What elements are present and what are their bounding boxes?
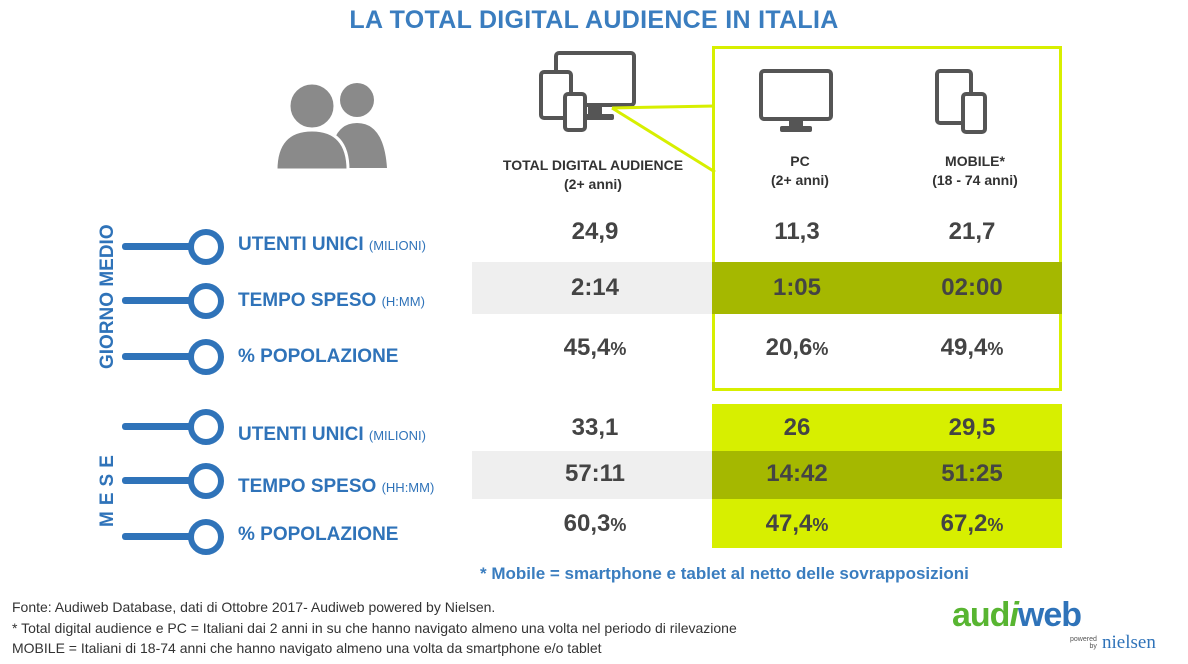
- column-header-total-label: TOTAL DIGITAL AUDIENCE: [502, 157, 684, 173]
- row-label-text: % POPOLAZIONE: [238, 524, 399, 545]
- logo-powered-by: powered by: [1070, 636, 1097, 650]
- users-icon: [274, 81, 387, 170]
- page-title: LA TOTAL DIGITAL AUDIENCE IN ITALIA: [349, 6, 839, 34]
- value-cell: 1:05: [772, 274, 822, 301]
- column-header-pc: PC (2+ anni): [715, 152, 885, 190]
- value-cell: 49,4%: [940, 334, 1004, 361]
- bullet-ring: [188, 283, 224, 319]
- value-cell: 20,6%: [765, 334, 829, 361]
- column-header-mobile: MOBILE* (18 - 74 anni): [890, 152, 1060, 190]
- bullet-ring: [188, 463, 224, 499]
- nielsen-wordmark: nielsen: [1102, 632, 1156, 653]
- logo-wordmark: audiweb: [952, 596, 1082, 634]
- source-note: Fonte: Audiweb Database, dati di Ottobre…: [12, 599, 496, 615]
- row-label: UTENTI UNICI (MILIONI): [238, 234, 426, 256]
- audiweb-logo: audiweb powered by nielsen: [952, 596, 1182, 660]
- value-cell: 57:11: [564, 460, 626, 487]
- value-cell: 21,7: [948, 218, 996, 245]
- value-cell: 11,3: [774, 218, 820, 245]
- value-cell: 33,1: [571, 414, 619, 441]
- bullet-ring: [188, 409, 224, 445]
- row-label: UTENTI UNICI (MILIONI): [238, 424, 426, 446]
- row-label-text: TEMPO SPESO: [238, 476, 377, 497]
- bullet-ring: [188, 229, 224, 265]
- devices-icon: [539, 51, 636, 132]
- bullet-line: [122, 423, 202, 430]
- row-band-total-tempo-giorno: [472, 262, 712, 314]
- footnote-mobile: MOBILE = Italiani di 18-74 anni che hann…: [12, 640, 602, 656]
- row-label-text: UTENTI UNICI: [238, 234, 364, 255]
- value-cell: 24,9: [571, 218, 619, 245]
- row-label: % POPOLAZIONE: [238, 524, 398, 546]
- section-label-giorno-medio: GIORNO MEDIO: [97, 224, 118, 369]
- value-cell: 45,4%: [563, 334, 627, 361]
- connector-lines: [611, 104, 716, 174]
- row-label-unit: (HH:MM): [381, 480, 435, 495]
- mobile-footnote: * Mobile = smartphone e tablet al netto …: [480, 564, 969, 583]
- value-cell: 67,2%: [940, 510, 1004, 537]
- value-cell: 26: [783, 414, 811, 441]
- bullet-line: [122, 297, 202, 304]
- row-label-text: % POPOLAZIONE: [238, 346, 399, 367]
- bullet-line: [122, 243, 202, 250]
- monitor-icon: [759, 69, 833, 132]
- row-label-unit: (H:MM): [381, 294, 425, 309]
- row-band-pc-mobile-tempo-giorno: [712, 262, 1062, 314]
- row-label-text: TEMPO SPESO: [238, 290, 377, 311]
- bullet-ring: [188, 339, 224, 375]
- column-header-total: TOTAL DIGITAL AUDIENCE (2+ anni): [480, 156, 706, 194]
- section-label-mese: MESE: [97, 449, 118, 527]
- column-header-pc-label: PC: [790, 153, 810, 169]
- value-cell: 47,4%: [765, 510, 829, 537]
- column-header-mobile-sub: (18 - 74 anni): [932, 172, 1018, 188]
- row-label: % POPOLAZIONE: [238, 346, 398, 368]
- row-band-total-tempo-mese: [472, 451, 712, 499]
- row-label-unit: (MILIONI): [368, 238, 426, 253]
- value-cell: 29,5: [948, 414, 996, 441]
- bullet-line: [122, 477, 202, 484]
- column-header-pc-sub: (2+ anni): [771, 172, 829, 188]
- bullet-line: [122, 533, 202, 540]
- mobile-icon: [935, 69, 987, 134]
- value-cell: 60,3%: [563, 510, 627, 537]
- footnote-total-pc: * Total digital audience e PC = Italiani…: [12, 620, 737, 636]
- pc-mobile-highlight-frame: [712, 46, 1062, 391]
- column-header-total-sub: (2+ anni): [564, 176, 622, 192]
- row-label: TEMPO SPESO (H:MM): [238, 290, 425, 312]
- row-label-unit: (MILIONI): [368, 428, 426, 443]
- column-header-mobile-label: MOBILE*: [945, 153, 1005, 169]
- value-cell: 2:14: [570, 274, 620, 301]
- row-band-pc-mobile-tempo-mese: [712, 451, 1062, 499]
- row-label: TEMPO SPESO (HH:MM): [238, 476, 434, 498]
- bullet-ring: [188, 519, 224, 555]
- value-cell: 14:42: [766, 460, 828, 487]
- value-cell: 02:00: [941, 274, 1003, 301]
- row-label-text: UTENTI UNICI: [238, 424, 364, 445]
- bullet-line: [122, 353, 202, 360]
- value-cell: 51:25: [941, 460, 1003, 487]
